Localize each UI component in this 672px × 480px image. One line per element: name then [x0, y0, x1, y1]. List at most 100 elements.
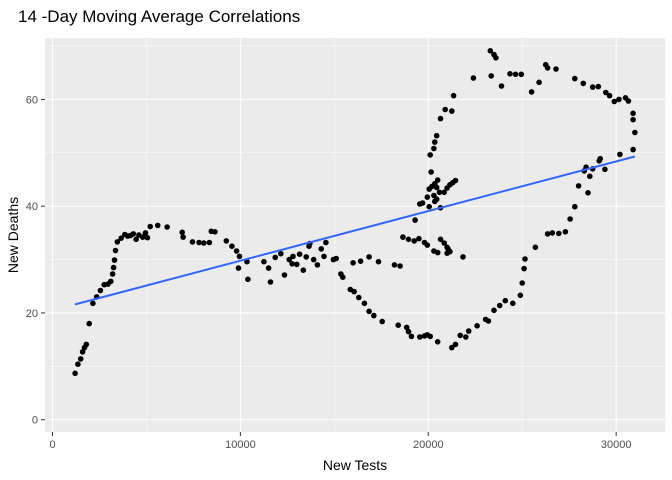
data-point	[397, 263, 403, 269]
data-point	[86, 320, 92, 327]
data-point	[417, 334, 423, 340]
data-point	[351, 288, 357, 295]
data-point	[206, 239, 213, 246]
data-point	[110, 264, 117, 271]
data-point	[542, 61, 549, 68]
data-point	[79, 349, 86, 355]
data-point	[75, 361, 81, 368]
data-point	[189, 239, 196, 245]
data-point	[235, 265, 242, 271]
data-point	[318, 246, 325, 252]
data-point	[261, 258, 267, 265]
data-point	[400, 234, 406, 240]
data-point	[236, 253, 243, 260]
data-point	[395, 322, 402, 329]
data-point	[108, 278, 114, 285]
x-tick-label: 0	[49, 439, 55, 451]
data-point	[630, 146, 636, 153]
data-point	[622, 95, 629, 101]
data-point	[496, 302, 503, 309]
data-point	[434, 339, 441, 345]
data-point	[434, 249, 441, 256]
data-point	[424, 194, 431, 200]
data-point	[164, 224, 170, 230]
data-point	[154, 222, 161, 229]
data-point	[572, 203, 578, 210]
data-point	[411, 238, 418, 244]
data-point	[357, 258, 364, 265]
data-point	[366, 308, 372, 315]
y-tick-label: 20	[26, 308, 38, 320]
data-point	[452, 177, 459, 184]
data-point	[433, 132, 440, 139]
data-point	[437, 236, 444, 243]
data-point	[522, 256, 528, 262]
data-point	[289, 261, 295, 267]
data-point	[488, 73, 495, 79]
data-point	[632, 129, 638, 136]
data-point	[212, 229, 218, 235]
trend-line	[74, 155, 636, 306]
data-point	[491, 51, 497, 58]
data-point	[432, 198, 438, 205]
data-point	[567, 216, 573, 222]
data-point	[350, 260, 356, 266]
data-point	[428, 169, 434, 175]
data-point	[403, 324, 410, 331]
data-point	[340, 274, 346, 281]
data-point	[450, 92, 457, 99]
data-point	[602, 166, 608, 173]
data-point	[375, 258, 382, 265]
y-axis-title: New Deaths	[5, 197, 21, 273]
data-point	[491, 307, 497, 314]
data-point	[595, 83, 602, 90]
data-point	[72, 370, 78, 377]
data-point	[457, 332, 464, 339]
data-point	[290, 253, 296, 260]
data-point	[532, 244, 539, 251]
data-point	[314, 262, 321, 268]
data-point	[405, 236, 412, 243]
data-point	[408, 333, 415, 340]
data-point	[196, 239, 202, 246]
y-tick-label: 0	[32, 415, 38, 427]
data-point	[611, 98, 618, 105]
data-point	[470, 75, 477, 81]
data-point	[281, 272, 288, 278]
data-point	[97, 287, 104, 294]
data-point	[417, 201, 423, 207]
data-point	[356, 294, 362, 301]
data-point	[133, 236, 139, 243]
data-point	[109, 271, 116, 277]
data-point	[83, 341, 90, 348]
data-point	[272, 254, 279, 261]
data-point	[597, 155, 603, 162]
data-point	[441, 240, 448, 246]
data-point	[112, 247, 119, 254]
data-point	[427, 333, 434, 340]
data-point	[549, 230, 556, 236]
data-point	[536, 79, 542, 86]
data-point	[434, 177, 441, 183]
data-point	[553, 66, 559, 72]
data-point	[431, 145, 437, 152]
data-point	[424, 242, 431, 248]
data-point	[147, 223, 153, 230]
data-point	[585, 190, 591, 196]
data-point	[485, 318, 492, 324]
data-point	[265, 265, 272, 271]
data-point	[441, 189, 448, 196]
data-point	[201, 240, 207, 246]
x-tick-label: 10000	[225, 439, 256, 451]
data-point	[130, 231, 137, 237]
trend-line-layer	[74, 155, 636, 306]
data-point	[617, 151, 623, 158]
data-point	[519, 280, 525, 286]
data-point	[463, 334, 469, 340]
data-point	[77, 356, 84, 362]
data-point	[474, 323, 480, 329]
data-point	[502, 297, 509, 304]
data-point	[630, 110, 636, 117]
data-point	[603, 89, 609, 96]
data-point	[449, 344, 455, 351]
